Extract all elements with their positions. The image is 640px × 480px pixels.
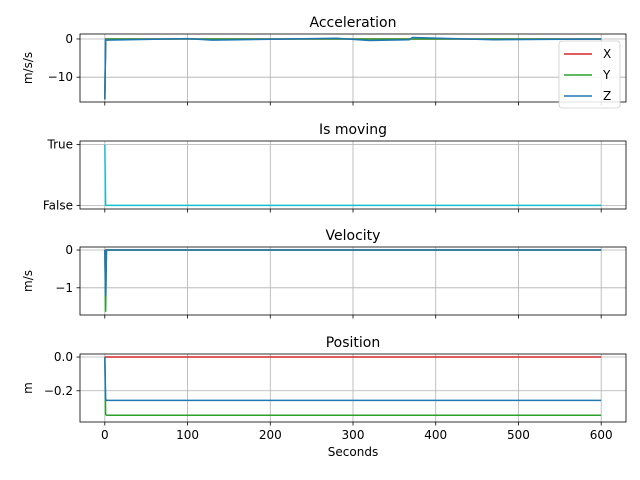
x-tick-label: 500 [507, 428, 530, 442]
subplot-2: True False Is moving [43, 122, 627, 213]
legend-label-y: Y [602, 68, 611, 82]
y-tick-label: False [43, 198, 73, 212]
subplot-3: 0 −1 Velocity m/s [21, 228, 627, 319]
y-axis-label: m/s/s [21, 52, 35, 84]
x-tick-label: 200 [259, 428, 282, 442]
legend: XYZ [558, 40, 621, 109]
subplot-4: 0 100 200 300 400 500 600 0.0 −0.2 Position m Secon… [21, 335, 627, 459]
x-tick-label: 100 [176, 428, 199, 442]
legend-label-x: X [603, 47, 611, 61]
y-tick-label: True [47, 138, 74, 152]
y-axis-label: m [21, 382, 35, 394]
x-tick-label: 0 [101, 428, 109, 442]
subplot-title: Acceleration [310, 15, 397, 31]
series-line-3 [104, 249, 602, 297]
y-tick-label: −0.2 [44, 384, 73, 398]
legend-label-z: Z [603, 89, 611, 103]
y-tick-label: 0 [65, 243, 73, 257]
series-line-1 [104, 144, 602, 207]
x-tick-label: 600 [590, 428, 613, 442]
y-axis-label: m/s [21, 270, 35, 292]
y-tick-label: 0.0 [54, 350, 73, 364]
y-tick-label: −1 [55, 281, 73, 295]
series-line-3 [104, 357, 602, 402]
x-tick-label: 300 [342, 428, 365, 442]
subplot-title: Velocity [326, 228, 381, 244]
subplot-title: Position [326, 335, 381, 351]
x-axis-label: Seconds [328, 445, 378, 459]
y-tick-label: −10 [48, 70, 73, 84]
y-tick-label: 0 [65, 32, 73, 46]
subplot-1: 0 −10 Acceleration m/s/s XYZ [21, 15, 627, 109]
subplot-title: Is moving [319, 122, 387, 138]
series-line-z [104, 36, 602, 100]
x-tick-label: 400 [424, 428, 447, 442]
